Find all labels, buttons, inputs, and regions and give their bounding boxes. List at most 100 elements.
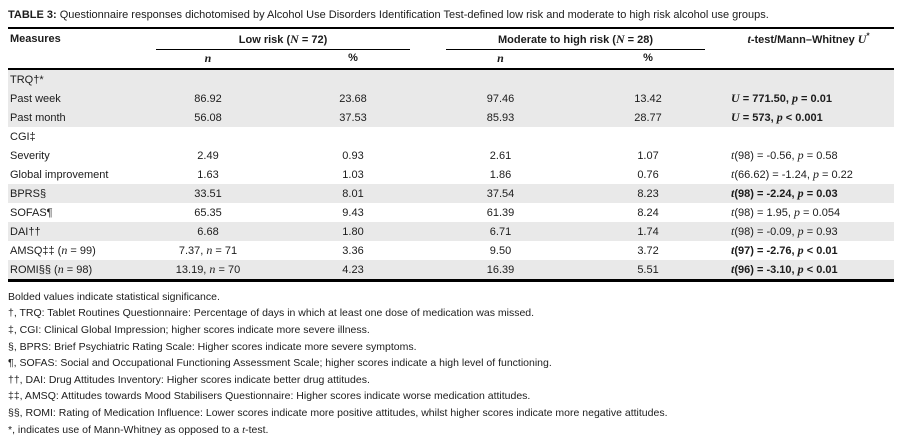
stat-part: = 0.054 xyxy=(800,207,841,219)
value-cell: 16.39 xyxy=(428,260,574,281)
table-title: TABLE 3: Questionnaire responses dichoto… xyxy=(8,6,894,27)
stat-part: = 771.50, xyxy=(739,93,792,105)
row-label: DAI†† xyxy=(8,222,138,241)
text-part: 1.07 xyxy=(637,150,659,162)
text-part: DAI†† xyxy=(10,226,41,238)
section-row: TRQ†* xyxy=(8,69,895,89)
stat-part: < 0.01 xyxy=(803,264,838,276)
value-cell: 37.53 xyxy=(278,108,429,127)
value-cell: 61.39 xyxy=(428,203,573,222)
footnote-line: ††, DAI: Drug Attitudes Inventory: Highe… xyxy=(8,372,894,389)
value-cell: 86.92 xyxy=(138,89,278,108)
row-label: Past month xyxy=(8,108,138,127)
value-cell: 0.76 xyxy=(573,165,723,184)
stat-part: (98) = -2.24, xyxy=(734,188,798,200)
group-label-n-italic: N xyxy=(615,32,625,46)
stat-cell: t(96) = -3.10, p < 0.01 xyxy=(723,260,895,281)
row-label: TRQ†* xyxy=(8,69,138,89)
measure-row: Past month 56.08 37.53 85.93 28.77 U = 573, p… xyxy=(8,108,895,127)
group-label-text: = 28) xyxy=(624,34,654,46)
value-cell: 9.43 xyxy=(278,203,428,222)
text-part: 23.68 xyxy=(339,93,367,105)
value-cell xyxy=(278,127,428,146)
measure-row: Global improvement 1.63 1.03 1.86 0.76 t(66.6… xyxy=(8,165,894,184)
group-label-text: = 72) xyxy=(298,34,328,46)
measure-row: Past week 86.92 23.68 97.46 13.42 U = 771.50,… xyxy=(8,89,895,108)
text-part: TRQ†* xyxy=(10,74,44,86)
stat-part: = 0.01 xyxy=(798,93,832,105)
row-label: CGI‡ xyxy=(8,127,138,146)
footnote-line: Bolded values indicate statistical signi… xyxy=(8,289,894,306)
value-cell: 3.36 xyxy=(278,241,428,260)
stat-part: U xyxy=(731,110,740,124)
text-part: 2.49 xyxy=(197,150,219,162)
group-label-n-italic: N xyxy=(290,32,299,46)
footnote-line: †, TRQ: Tablet Routines Questionnaire: P… xyxy=(8,306,894,323)
footnote-line: ‡‡, AMSQ: Attitudes towards Mood Stabili… xyxy=(8,389,894,406)
stat-part: (97) = -2.76, xyxy=(734,245,798,257)
col-header-measures: Measures xyxy=(10,33,61,45)
value-cell: 23.68 xyxy=(278,89,429,108)
col-header-stat-test: t-test/Mann–Whitney U* xyxy=(723,28,894,50)
stat-part: t xyxy=(731,243,735,257)
stat-part: p xyxy=(794,205,800,219)
text-part: n xyxy=(206,243,213,257)
stat-part: t xyxy=(731,205,735,219)
value-cell xyxy=(573,127,723,146)
text-part: 7.37, xyxy=(178,245,207,257)
text-part: CGI‡ xyxy=(10,131,36,143)
subheader-row: n % n % xyxy=(8,50,895,70)
stat-header-asterisk: * xyxy=(866,31,870,41)
text-part: 16.39 xyxy=(486,264,515,276)
text-part: 1.63 xyxy=(197,169,219,181)
text-part: §, BPRS: Brief Psychiatric Rating Scale:… xyxy=(8,340,417,353)
text-part: 33.51 xyxy=(194,188,222,200)
row-label: Severity xyxy=(8,146,138,165)
text-part: BPRS§ xyxy=(10,188,47,200)
stat-part: t xyxy=(731,224,735,238)
measure-row: BPRS§ 33.51 8.01 37.54 8.23 t(98) = -2.24, p … xyxy=(8,184,895,203)
value-cell: 9.50 xyxy=(428,241,573,260)
moderate-high-risk-group-label: Moderate to high risk (N = 28) xyxy=(446,32,706,50)
value-cell: 97.46 xyxy=(428,89,574,108)
text-part: Severity xyxy=(10,150,50,162)
stat-part: (98) = -0.09, xyxy=(734,226,798,238)
measure-row: DAI†† 6.68 1.80 6.71 1.74 t(98) = -0.09, p = … xyxy=(8,222,895,241)
footnote-line: §, BPRS: Brief Psychiatric Rating Scale:… xyxy=(8,339,894,356)
value-cell: 6.68 xyxy=(138,222,278,241)
text-part: 28.77 xyxy=(634,112,662,124)
measure-row: SOFAS¶ 65.35 9.43 61.39 8.24 t(98) = 1.95, p … xyxy=(8,203,894,222)
group-label-text: Moderate to high risk ( xyxy=(497,34,616,46)
value-cell: 0.93 xyxy=(278,146,428,165)
table-number: TABLE 3: xyxy=(8,9,57,21)
stat-part: t xyxy=(731,262,735,276)
measure-row: Severity 2.49 0.93 2.61 1.07 t(98) = -0.56, p… xyxy=(8,146,894,165)
stat-part: p xyxy=(797,148,804,162)
value-cell: 1.80 xyxy=(278,222,429,241)
text-part: 1.74 xyxy=(637,226,659,238)
text-part: 65.35 xyxy=(194,207,222,219)
text-part: = 70 xyxy=(215,264,241,276)
stat-header-t: t xyxy=(747,32,751,46)
stat-part: p xyxy=(797,243,804,257)
value-cell: 13.42 xyxy=(573,89,724,108)
text-part: = 71 xyxy=(212,245,238,257)
text-part: §§, ROMI: Rating of Medication Influence… xyxy=(8,406,668,419)
value-cell: 1.74 xyxy=(573,222,724,241)
stat-part: p xyxy=(776,110,783,124)
stat-part: (98) = 1.95, xyxy=(734,207,794,219)
group-header-row: Measures Low risk (N = 72) Moderate to h… xyxy=(8,28,894,50)
value-cell: 2.61 xyxy=(428,146,573,165)
text-part: SOFAS¶ xyxy=(10,207,53,219)
stat-part: U xyxy=(731,91,740,105)
text-part: 1.80 xyxy=(342,226,364,238)
row-label: AMSQ‡‡ (n = 99) xyxy=(8,241,138,260)
value-cell xyxy=(428,69,574,89)
row-label: ROMI§§ (n = 98) xyxy=(8,260,138,281)
value-cell: 3.72 xyxy=(573,241,723,260)
footnote-line: ‡, CGI: Clinical Global Impression; high… xyxy=(8,322,894,339)
value-cell: 1.86 xyxy=(428,165,573,184)
text-part: 4.23 xyxy=(342,264,364,276)
value-cell: 8.24 xyxy=(573,203,723,222)
